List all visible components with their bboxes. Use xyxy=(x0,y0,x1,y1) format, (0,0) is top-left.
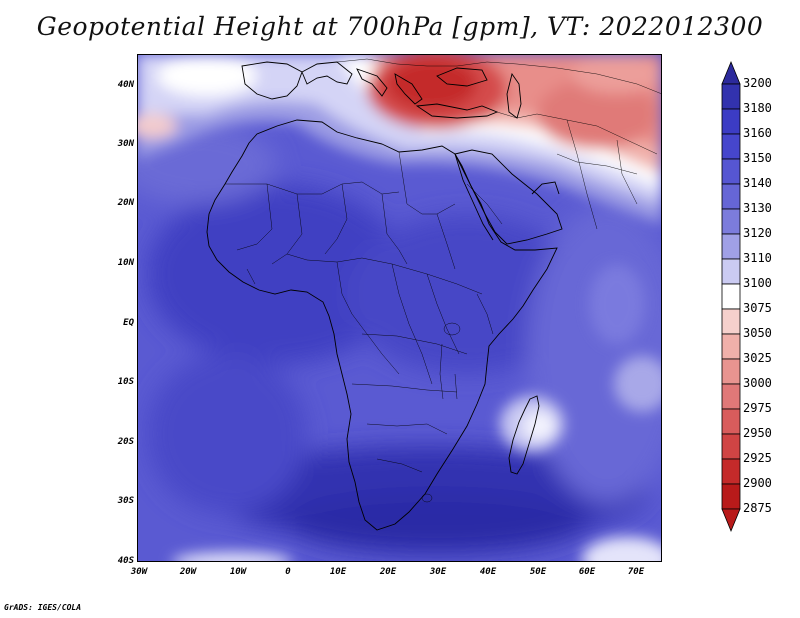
colorbar-level-label: 3075 xyxy=(743,301,772,315)
colorbar-segment xyxy=(721,83,741,110)
colorbar xyxy=(721,60,741,533)
colorbar-level-label: 3200 xyxy=(743,76,772,90)
lon-label: 0 xyxy=(285,567,291,577)
colorbar-arrow-top xyxy=(721,60,741,85)
colorbar-level-label: 3110 xyxy=(743,251,772,265)
lat-label: 20S xyxy=(117,437,134,447)
lon-label: 10W xyxy=(229,567,247,577)
lat-label: 40S xyxy=(117,556,134,566)
colorbar-segment xyxy=(721,358,741,385)
colorbar-level-label: 2925 xyxy=(743,451,772,465)
colorbar-level-label: 3150 xyxy=(743,151,772,165)
colorbar-level-label: 3120 xyxy=(743,226,772,240)
colorbar-segment xyxy=(721,458,741,485)
coastlines xyxy=(206,61,563,531)
colorbar-level-label: 2900 xyxy=(743,476,772,490)
colorbar-segment xyxy=(721,408,741,435)
chart-title: Geopotential Height at 700hPa [gpm], VT:… xyxy=(36,12,764,41)
lon-label: 10E xyxy=(329,567,347,577)
geopotential-field xyxy=(137,54,662,562)
lat-label: 20N xyxy=(117,198,134,208)
lat-label: 10N xyxy=(117,258,134,268)
colorbar-level-label: 2975 xyxy=(743,401,772,415)
colorbar-segment xyxy=(721,108,741,135)
footer-credit: GrADS: IGES/COLA xyxy=(4,603,82,612)
colorbar-level-label: 3140 xyxy=(743,176,772,190)
map-panel xyxy=(137,54,662,562)
colorbar-level-label: 2875 xyxy=(743,501,772,515)
colorbar-segment xyxy=(721,433,741,460)
colorbar-segment xyxy=(721,158,741,185)
colorbar-level-label: 3100 xyxy=(743,276,772,290)
lon-label: 20W xyxy=(179,567,197,577)
colorbar-segment xyxy=(721,333,741,360)
colorbar-segment xyxy=(721,483,741,510)
colorbar-level-label: 3130 xyxy=(743,201,772,215)
country-borders xyxy=(225,58,662,503)
colorbar-legend: 3200 3180 3160 3150 3140 3130 3120 3110 3100 3075… xyxy=(721,60,800,562)
lat-label: 40N xyxy=(117,80,134,90)
colorbar-arrow-bottom xyxy=(721,508,741,533)
colorbar-level-label: 3160 xyxy=(743,126,772,140)
lat-label: EQ xyxy=(123,318,134,328)
colorbar-segment xyxy=(721,208,741,235)
colorbar-level-label: 3000 xyxy=(743,376,772,390)
lon-label: 60E xyxy=(578,567,596,577)
lon-label: 20E xyxy=(379,567,397,577)
lat-label: 30N xyxy=(117,139,134,149)
colorbar-level-label: 2950 xyxy=(743,426,772,440)
colorbar-segment xyxy=(721,233,741,260)
lon-label: 70E xyxy=(627,567,645,577)
lon-label: 50E xyxy=(529,567,547,577)
lon-label: 30E xyxy=(429,567,447,577)
lat-label: 30S xyxy=(117,496,134,506)
colorbar-segment xyxy=(721,283,741,310)
colorbar-segment xyxy=(721,383,741,410)
colorbar-level-label: 3180 xyxy=(743,101,772,115)
colorbar-segment xyxy=(721,133,741,160)
colorbar-level-label: 3025 xyxy=(743,351,772,365)
colorbar-segment xyxy=(721,308,741,335)
lat-label: 10S xyxy=(117,377,134,387)
colorbar-segment xyxy=(721,258,741,285)
colorbar-level-label: 3050 xyxy=(743,326,772,340)
lon-label: 30W xyxy=(130,567,148,577)
colorbar-segment xyxy=(721,183,741,210)
lon-label: 40E xyxy=(479,567,497,577)
